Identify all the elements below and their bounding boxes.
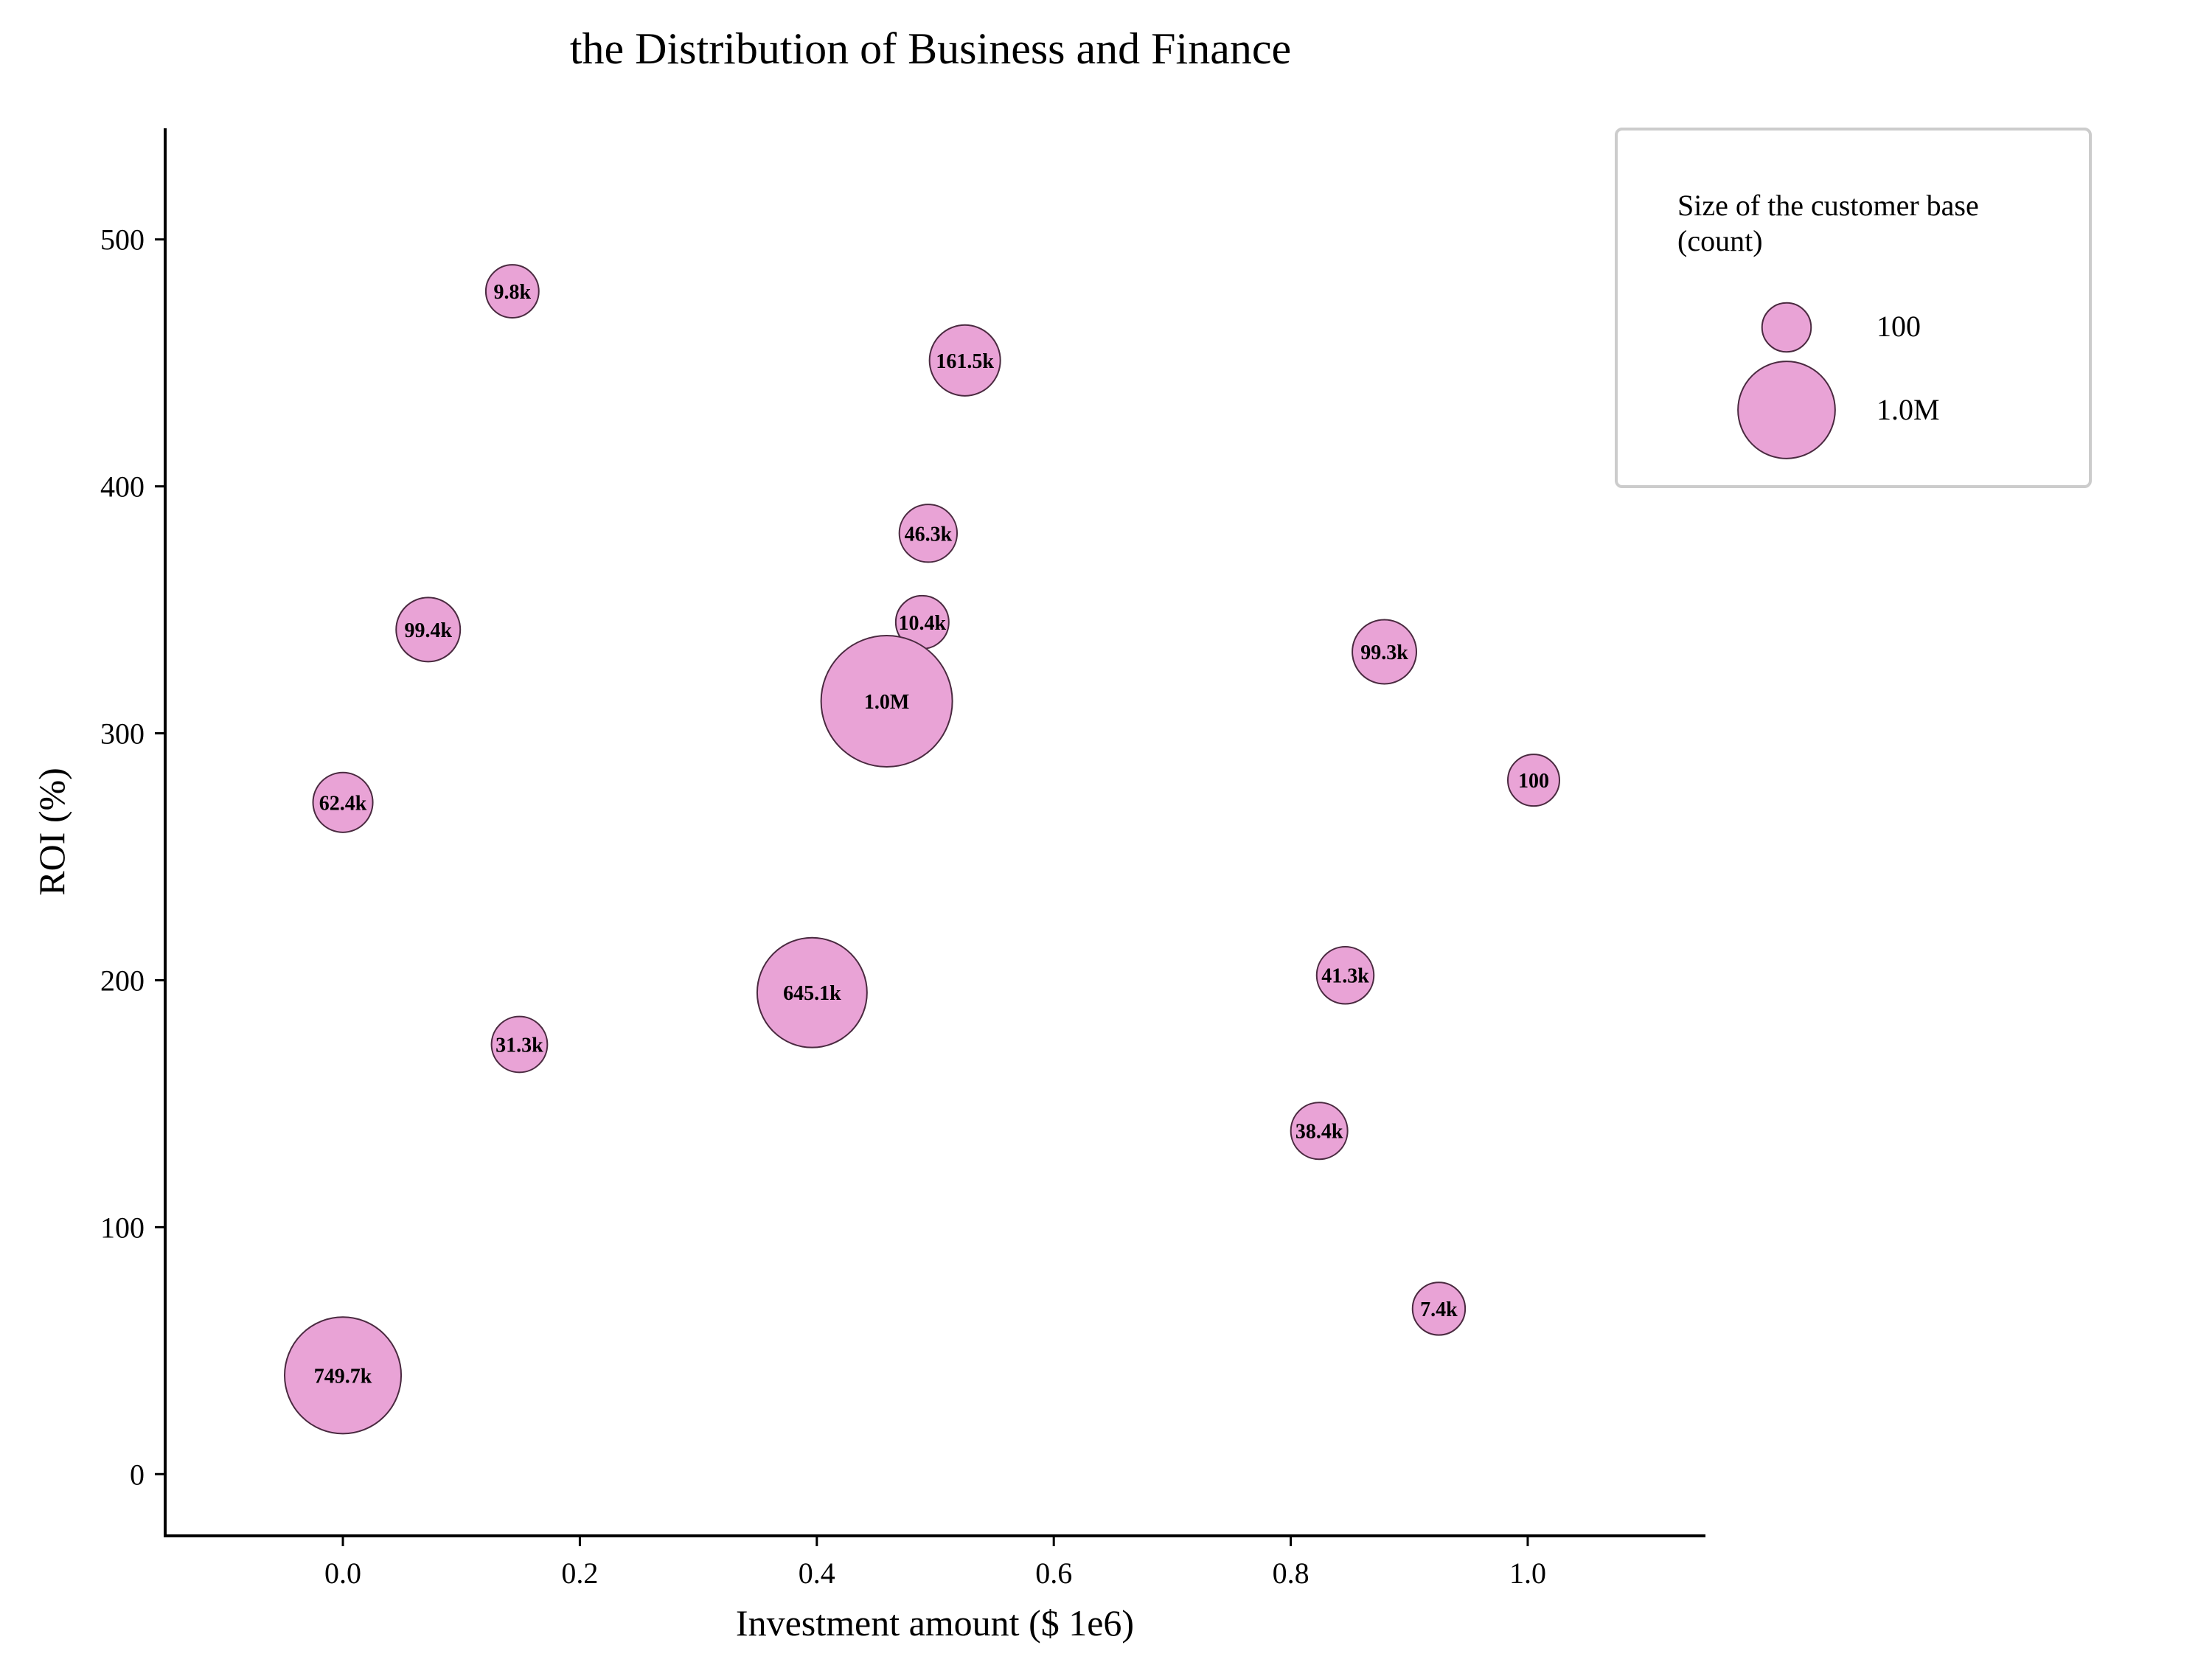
bubble-point	[1290, 1102, 1349, 1161]
x-tick-label: 1.0	[1509, 1557, 1546, 1590]
bubble-point	[490, 1015, 549, 1074]
bubble-point	[820, 634, 953, 768]
legend-title-line-1: Size of the customer base	[1677, 189, 1979, 222]
bubble-data-label: 31.3k	[495, 1034, 543, 1057]
x-axis-label: Investment amount ($ 1e6)	[736, 1602, 1134, 1644]
bubble-point	[312, 771, 374, 833]
bubble-data-label: 645.1k	[783, 982, 841, 1005]
bubble-data-label: 41.3k	[1321, 965, 1369, 988]
x-ticks: 0.0 0.2 0.4 0.6 0.8 1.0	[324, 1536, 1546, 1590]
y-tick-label: 0	[130, 1458, 145, 1491]
bubble-data-label: 99.3k	[1360, 641, 1408, 664]
x-tick-label: 0.0	[324, 1557, 361, 1590]
chart-title: the Distribution of Business and Finance	[570, 24, 1291, 73]
bubble-point	[395, 597, 462, 663]
x-tick-label: 0.6	[1035, 1557, 1072, 1590]
x-tick-label: 0.8	[1273, 1557, 1310, 1590]
legend-swatch-small	[1761, 302, 1812, 353]
bubble-point	[484, 264, 540, 319]
bubble-data-label: 749.7k	[314, 1365, 372, 1388]
legend: Size of the customer base (count) 100 1.…	[1615, 128, 2092, 488]
y-tick-label: 100	[100, 1211, 145, 1244]
y-tick-label: 500	[100, 223, 145, 257]
legend-label-large: 1.0M	[1877, 393, 1940, 426]
y-tick-label: 400	[100, 470, 145, 504]
y-axis-label: ROI (%)	[31, 768, 72, 896]
bubble-point	[1352, 619, 1417, 685]
bubble-point	[756, 936, 868, 1048]
legend-frame	[1615, 128, 2092, 488]
plot-area: 0.0 0.2 0.4 0.6 0.8 1.0 0 100 200 300 400 500 9.8k…	[100, 128, 1705, 1590]
bubble-data-label: 62.4k	[319, 792, 367, 815]
bubble-data-label: 38.4k	[1295, 1121, 1343, 1144]
bubble-data-label: 99.4k	[404, 619, 452, 642]
bubble-data-label: 9.8k	[494, 281, 532, 304]
bubble-data-label: 10.4k	[899, 612, 947, 635]
y-tick-label: 200	[100, 964, 145, 997]
bubble-point	[284, 1316, 403, 1435]
y-ticks: 0 100 200 300 400 500	[100, 223, 165, 1491]
y-tick-label: 300	[100, 717, 145, 751]
legend-label-small: 100	[1877, 310, 1921, 343]
bubble-point	[898, 504, 959, 563]
bubble-point	[1411, 1281, 1467, 1336]
bubbles: 9.8k 161.5k 46.3k 10.4k 99.4k 99.3k 1.0M 100 62.…	[284, 264, 1560, 1435]
bubble-data-label: 1.0M	[864, 691, 909, 714]
bubble-data-label: 7.4k	[1420, 1298, 1458, 1321]
legend-title: Size of the customer base (count)	[1677, 189, 1986, 257]
bubble-data-label: 100	[1518, 770, 1549, 793]
bubble-point	[1315, 946, 1375, 1005]
bubble-point	[1506, 754, 1560, 807]
legend-title-line-2: (count)	[1677, 224, 1763, 257]
legend-swatch-large	[1737, 361, 1836, 459]
bubble-point	[928, 324, 1001, 397]
bubble-data-label: 46.3k	[905, 523, 953, 546]
bubble-data-label: 161.5k	[936, 350, 994, 373]
x-tick-label: 0.4	[799, 1557, 835, 1590]
x-tick-label: 0.2	[561, 1557, 598, 1590]
